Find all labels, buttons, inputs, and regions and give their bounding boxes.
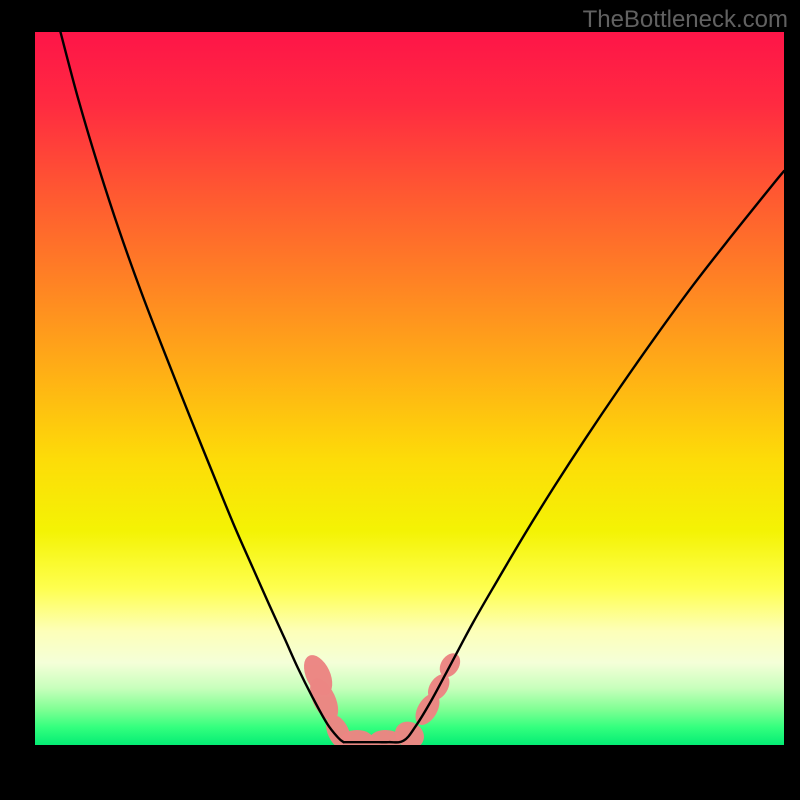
chart-stage: TheBottleneck.com — [0, 0, 800, 800]
plot-background — [35, 32, 784, 745]
watermark-text: TheBottleneck.com — [583, 6, 788, 34]
chart-svg — [0, 0, 800, 800]
